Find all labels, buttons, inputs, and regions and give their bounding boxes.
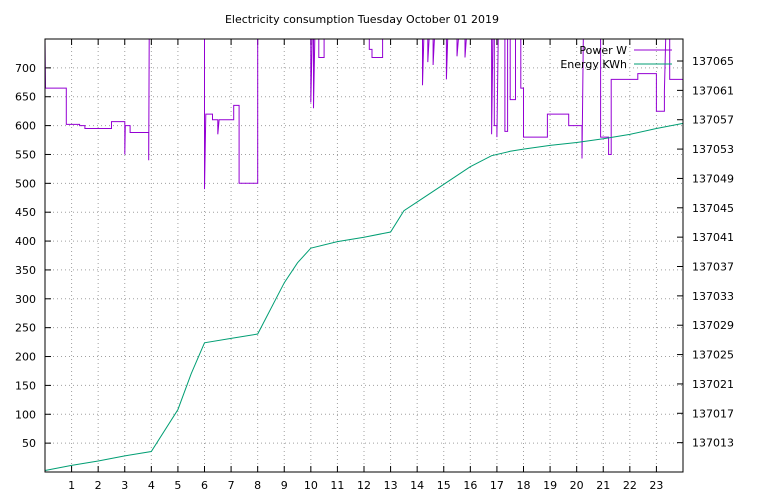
legend-label-power-w: Power W [579,44,627,57]
y-right-tick-label: 137049 [692,172,734,185]
y-left-tick-label: 400 [15,235,36,248]
y-left-tick-label: 550 [15,148,36,161]
y-left-tick-label: 250 [15,322,36,335]
x-tick-label: 22 [623,479,637,492]
y-right-tick-label: 137037 [692,261,734,274]
y-right-tick-label: 137041 [692,231,734,244]
x-tick-label: 10 [304,479,318,492]
x-tick-label: 1 [68,479,75,492]
axes: 1 2 3 4 5 6 7 8 9 10 11 12 13 14 15 16 17 18 19 20 21 22 23501… [15,39,734,492]
x-tick-label: 14 [410,479,424,492]
plot-frame [44,38,684,473]
y-left-tick-label: 300 [15,293,36,306]
y-right-tick-label: 137053 [692,143,734,156]
x-tick-label: 2 [95,479,102,492]
x-tick-label: 18 [517,479,531,492]
x-tick-label: 5 [174,479,181,492]
y-right-tick-label: 137045 [692,202,734,215]
series-line-energy-kwh [44,122,684,471]
y-right-tick-label: 137065 [692,55,734,68]
y-left-tick-label: 50 [22,437,36,450]
y-right-tick-label: 137057 [692,114,734,127]
y-right-tick-label: 137029 [692,319,734,332]
y-left-tick-label: 150 [15,379,36,392]
y-right-tick-label: 137025 [692,349,734,362]
x-tick-label: 16 [463,479,477,492]
y-left-tick-label: 650 [15,91,36,104]
y-left-tick-label: 350 [15,264,36,277]
x-tick-label: 23 [649,479,663,492]
y-right-tick-label: 137033 [692,290,734,303]
y-left-tick-label: 450 [15,206,36,219]
grid [45,39,683,472]
y-right-tick-label: 137061 [692,84,734,97]
y-left-tick-label: 200 [15,351,36,364]
x-tick-label: 15 [437,479,451,492]
x-tick-label: 21 [596,479,610,492]
x-tick-label: 19 [543,479,557,492]
y-right-tick-label: 137013 [692,437,734,450]
x-tick-label: 4 [148,479,155,492]
x-tick-label: 17 [490,479,504,492]
y-left-tick-label: 500 [15,177,36,190]
legend-label-energy-kwh: Energy KWh [560,58,627,71]
x-tick-label: 12 [357,479,371,492]
y-right-tick-label: 137021 [692,378,734,391]
x-tick-label: 3 [121,479,128,492]
y-left-tick-label: 700 [15,62,36,75]
x-tick-label: 7 [228,479,235,492]
y-left-tick-label: 600 [15,120,36,133]
x-tick-label: 11 [330,479,344,492]
x-tick-label: 9 [281,479,288,492]
x-tick-label: 8 [254,479,261,492]
x-tick-label: 13 [384,479,398,492]
chart-title: Electricity consumption Tuesday October … [225,13,499,26]
x-tick-label: 20 [570,479,584,492]
x-tick-label: 6 [201,479,208,492]
y-left-tick-label: 100 [15,408,36,421]
y-right-tick-label: 137017 [692,407,734,420]
